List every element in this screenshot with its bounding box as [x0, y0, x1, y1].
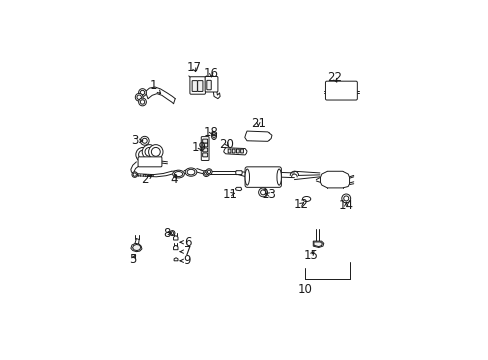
Circle shape [170, 231, 175, 235]
Ellipse shape [244, 169, 249, 185]
Text: 19: 19 [191, 141, 206, 154]
Polygon shape [320, 171, 349, 188]
Polygon shape [313, 241, 323, 247]
Polygon shape [235, 171, 242, 175]
Ellipse shape [302, 197, 310, 202]
Circle shape [138, 98, 146, 106]
Text: 21: 21 [250, 117, 265, 130]
Circle shape [136, 148, 150, 162]
Circle shape [135, 93, 143, 101]
Circle shape [140, 90, 144, 95]
Polygon shape [174, 258, 178, 261]
Text: 7: 7 [180, 245, 191, 258]
Text: 17: 17 [186, 61, 201, 74]
FancyBboxPatch shape [236, 149, 239, 153]
FancyBboxPatch shape [202, 139, 207, 143]
Circle shape [343, 196, 348, 201]
Polygon shape [132, 244, 141, 251]
Text: 5: 5 [129, 253, 136, 266]
Circle shape [205, 169, 212, 175]
Text: 20: 20 [219, 138, 234, 151]
Text: 12: 12 [293, 198, 308, 211]
Text: 8: 8 [163, 226, 171, 240]
Circle shape [142, 138, 147, 143]
Text: 6: 6 [180, 236, 191, 249]
Text: 1: 1 [149, 79, 160, 94]
Ellipse shape [172, 170, 184, 178]
FancyBboxPatch shape [244, 167, 281, 187]
Circle shape [260, 190, 265, 195]
Circle shape [258, 188, 267, 197]
Ellipse shape [212, 134, 215, 138]
FancyBboxPatch shape [206, 80, 211, 90]
Polygon shape [235, 187, 241, 191]
Circle shape [148, 145, 163, 159]
Circle shape [138, 150, 147, 159]
Circle shape [138, 89, 146, 96]
Polygon shape [173, 236, 178, 240]
Text: 9: 9 [180, 254, 191, 267]
Circle shape [137, 95, 141, 99]
FancyBboxPatch shape [202, 148, 207, 152]
Circle shape [142, 145, 156, 159]
Circle shape [203, 170, 209, 176]
Ellipse shape [187, 169, 195, 175]
Ellipse shape [174, 172, 183, 176]
FancyBboxPatch shape [205, 76, 218, 92]
FancyBboxPatch shape [201, 136, 208, 161]
Text: 14: 14 [338, 199, 353, 212]
Text: 2: 2 [141, 173, 152, 186]
Polygon shape [173, 246, 178, 250]
Circle shape [171, 232, 173, 234]
Text: 22: 22 [326, 71, 341, 84]
Polygon shape [313, 242, 322, 247]
Circle shape [207, 170, 210, 174]
FancyBboxPatch shape [232, 149, 235, 153]
Text: 3: 3 [131, 134, 142, 147]
Circle shape [151, 148, 160, 156]
Circle shape [140, 136, 149, 145]
Polygon shape [131, 243, 142, 252]
FancyBboxPatch shape [202, 153, 207, 157]
Circle shape [133, 173, 136, 176]
Ellipse shape [276, 169, 281, 185]
FancyBboxPatch shape [325, 81, 357, 100]
Text: 10: 10 [298, 283, 312, 296]
FancyBboxPatch shape [202, 143, 207, 147]
FancyBboxPatch shape [138, 157, 162, 167]
FancyBboxPatch shape [228, 149, 230, 153]
Text: 15: 15 [303, 249, 318, 262]
FancyBboxPatch shape [240, 149, 243, 153]
Polygon shape [224, 148, 246, 155]
FancyBboxPatch shape [192, 81, 197, 91]
Text: 11: 11 [223, 188, 238, 201]
Circle shape [145, 148, 154, 156]
Ellipse shape [185, 168, 197, 176]
FancyBboxPatch shape [197, 81, 203, 91]
Polygon shape [244, 131, 271, 141]
Text: 16: 16 [203, 67, 218, 80]
Circle shape [204, 172, 207, 175]
FancyBboxPatch shape [189, 77, 205, 94]
Text: 4: 4 [170, 173, 178, 186]
Circle shape [132, 172, 137, 177]
Circle shape [341, 194, 350, 203]
Text: 13: 13 [261, 188, 276, 201]
Text: 18: 18 [203, 126, 218, 139]
Ellipse shape [211, 132, 216, 140]
Circle shape [140, 100, 144, 104]
